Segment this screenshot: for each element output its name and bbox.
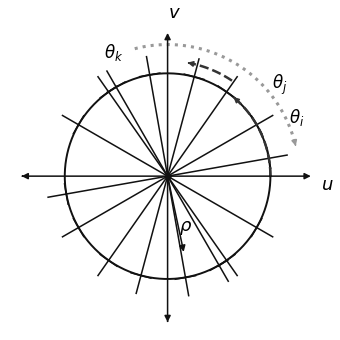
Text: $\theta_i$: $\theta_i$: [289, 107, 304, 128]
Text: $\rho$: $\rho$: [180, 219, 193, 237]
Text: v: v: [168, 4, 179, 22]
Text: u: u: [322, 176, 333, 194]
Text: $\theta_j$: $\theta_j$: [272, 72, 288, 97]
Text: $\theta_k$: $\theta_k$: [104, 42, 124, 63]
